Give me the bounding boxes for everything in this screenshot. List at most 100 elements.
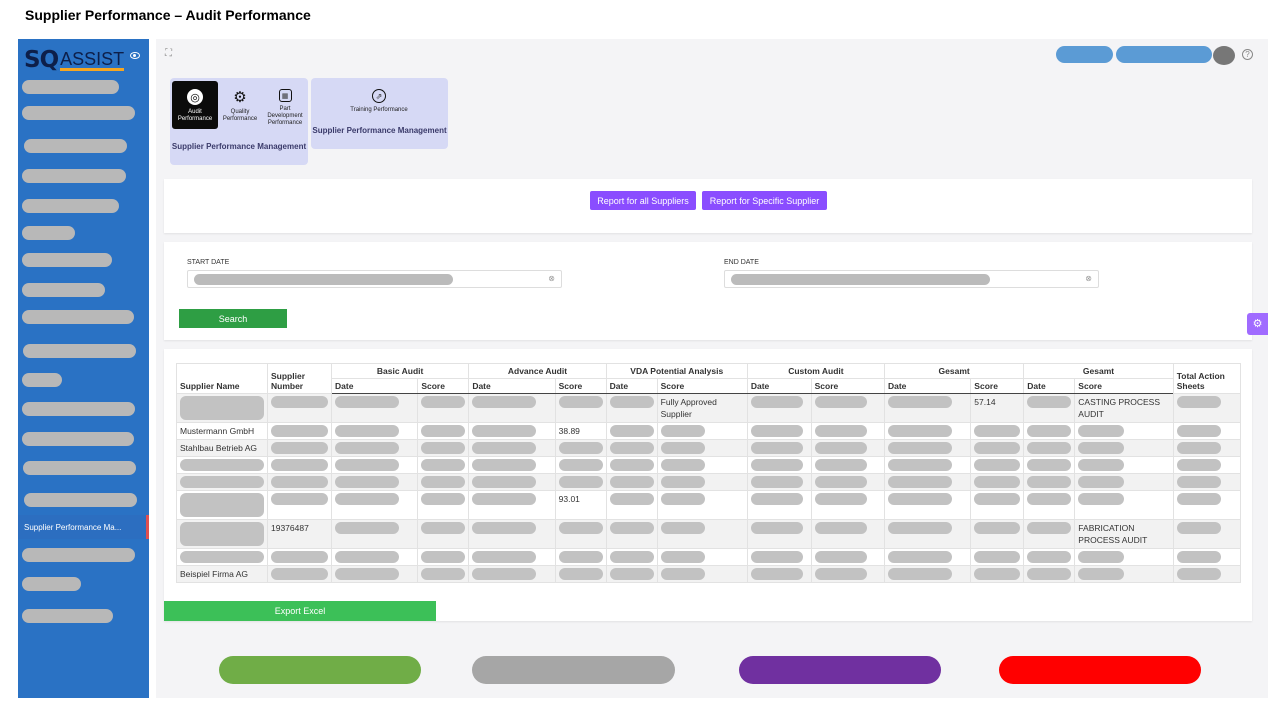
table-cell — [1023, 565, 1076, 583]
sidebar-item[interactable] — [22, 199, 119, 213]
table-cell — [267, 393, 332, 423]
clear-icon[interactable]: ⊗ — [1085, 274, 1092, 283]
table-cell — [267, 473, 332, 491]
sidebar-item[interactable] — [22, 402, 135, 416]
sidebar-item[interactable] — [22, 432, 134, 446]
sidebar-item[interactable] — [24, 139, 127, 153]
sidebar-item[interactable] — [22, 169, 126, 183]
help-icon[interactable]: ? — [1242, 49, 1253, 60]
table-row[interactable]: Beispiel Firma AG — [176, 565, 1242, 583]
table-cell — [267, 439, 332, 457]
sidebar-item[interactable] — [22, 577, 81, 591]
redacted-value — [1027, 568, 1072, 580]
table-cell — [1074, 565, 1174, 583]
col-total-action-sheets: Total Action Sheets — [1172, 363, 1242, 394]
header-pill[interactable] — [1056, 46, 1113, 63]
table-cell — [746, 490, 812, 520]
settings-icon[interactable]: ⚙ — [1247, 313, 1268, 335]
report-specific-supplier-button[interactable]: Report for Specific Supplier — [702, 191, 827, 210]
search-button[interactable]: Search — [179, 309, 287, 328]
sidebar-item-supplier-performance[interactable]: Supplier Performance Ma... — [18, 515, 149, 539]
redacted-value — [1027, 425, 1072, 437]
table-cell — [1172, 548, 1242, 566]
redacted-value — [974, 425, 1021, 437]
table-cell — [554, 519, 607, 549]
table-cell — [1023, 393, 1076, 423]
tile-audit-performance[interactable]: ◎ Audit Performance — [172, 81, 218, 129]
sidebar-item[interactable] — [22, 373, 62, 387]
redacted-value — [271, 442, 328, 454]
table-row[interactable]: Stahlbau Betrieb AG — [176, 439, 1242, 457]
sidebar-item[interactable] — [23, 461, 136, 475]
bottom-pill-gray — [472, 656, 675, 684]
redacted-value — [974, 568, 1021, 580]
tile-part-development-performance[interactable]: ▦ Part Development Performance — [262, 81, 308, 129]
tile-group-label: Supplier Performance Management — [312, 126, 447, 135]
header-pill[interactable] — [1116, 46, 1212, 63]
sidebar-item[interactable] — [22, 609, 113, 623]
table-row[interactable]: 93.01 — [176, 490, 1242, 520]
table-cell — [1172, 456, 1242, 474]
tile-quality-performance[interactable]: ⚙ Quality Performance — [217, 81, 263, 129]
sidebar-item[interactable] — [22, 253, 112, 267]
avatar[interactable] — [1213, 46, 1235, 65]
sidebar-item[interactable] — [22, 80, 119, 94]
start-date-input[interactable]: ⊗ — [187, 270, 562, 288]
cell-text: 93.01 — [558, 494, 580, 504]
table-cell — [468, 439, 556, 457]
sidebar-item[interactable] — [24, 493, 137, 507]
table-row[interactable] — [176, 456, 1242, 474]
sidebar-item[interactable] — [22, 310, 134, 324]
table-cell — [330, 565, 419, 583]
redacted-value — [609, 425, 654, 437]
clear-icon[interactable]: ⊗ — [548, 274, 555, 283]
redacted-value — [472, 442, 537, 454]
redacted-value — [814, 551, 867, 563]
redacted-value — [1027, 493, 1072, 505]
audit-table: Supplier Name Supplier Number Basic Audi… — [176, 363, 1242, 583]
sidebar-item[interactable] — [22, 226, 75, 240]
redacted-value — [660, 568, 705, 580]
sidebar-item[interactable] — [22, 106, 135, 120]
table-cell — [417, 422, 470, 440]
expand-icon[interactable]: ⛶ — [165, 48, 172, 59]
col-score: Score — [970, 378, 1025, 394]
table-row[interactable]: Fully Approved Supplier 57.14 CASTING PROC… — [176, 393, 1242, 423]
col-group-vda: VDA Potential Analysis — [605, 363, 748, 379]
sidebar-item[interactable] — [22, 283, 105, 297]
redacted-value — [660, 476, 705, 488]
report-all-suppliers-button[interactable]: Report for all Suppliers — [590, 191, 696, 210]
table-cell — [1172, 490, 1242, 520]
tile-group-label: Supplier Performance Management — [171, 142, 307, 151]
table-cell — [1023, 473, 1076, 491]
table-row[interactable] — [176, 473, 1242, 491]
table-cell — [267, 456, 332, 474]
tile-label: Audit Performance — [177, 109, 213, 122]
tile-training-performance[interactable]: ⇗ Training Performance — [349, 81, 409, 129]
table-cell — [605, 490, 658, 520]
quality-gear-icon: ⚙ — [233, 89, 247, 106]
table-cell — [330, 422, 419, 440]
redacted-value — [271, 493, 328, 505]
table-cell — [468, 422, 556, 440]
table-cell — [330, 490, 419, 520]
sidebar-item[interactable] — [23, 344, 136, 358]
export-excel-button[interactable]: Export Excel — [164, 601, 436, 621]
table-row[interactable]: Mustermann GmbH 38.89 — [176, 422, 1242, 440]
sidebar: SQ ASSIST Supplier Performance Ma... — [18, 39, 149, 698]
redacted-value — [750, 476, 803, 488]
redacted-value — [472, 568, 537, 580]
logo[interactable]: SQ ASSIST — [24, 47, 125, 72]
redacted-value — [974, 522, 1021, 534]
sidebar-item[interactable] — [22, 548, 135, 562]
table-cell — [970, 422, 1025, 440]
table-row[interactable] — [176, 548, 1242, 566]
cell-vda_score: Fully Approved Supplier — [656, 393, 748, 423]
table-cell — [554, 393, 607, 423]
redacted-value — [660, 425, 705, 437]
table-row[interactable]: 19376487 FABRICATION PROCESS AUDIT — [176, 519, 1242, 549]
table-cell — [810, 422, 885, 440]
eye-icon[interactable] — [130, 52, 140, 59]
end-date-input[interactable]: ⊗ — [724, 270, 1099, 288]
table-cell — [746, 565, 812, 583]
